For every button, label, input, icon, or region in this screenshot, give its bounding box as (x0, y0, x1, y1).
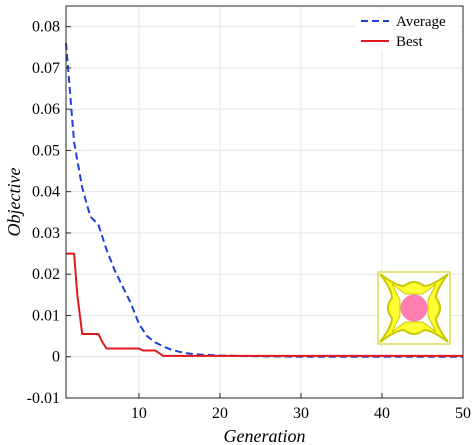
x-tick-label: 50 (455, 405, 471, 422)
x-tick-label: 40 (374, 405, 390, 422)
legend: Average Best (356, 10, 460, 50)
series-lines (65, 43, 463, 358)
series-line-best (66, 252, 463, 357)
y-tick-label: 0.03 (32, 225, 60, 242)
x-tick-label: 30 (293, 405, 309, 422)
structure-inset (377, 271, 451, 345)
x-tick-label: 20 (212, 405, 228, 422)
legend-box (356, 10, 460, 50)
y-tick-label: 0.01 (32, 307, 60, 324)
x-tick-label: 10 (131, 405, 147, 422)
y-tick-label: 0.02 (32, 266, 60, 283)
plot-frame (65, 5, 464, 399)
y-axis-label: Objective (4, 168, 24, 237)
y-tick-label: 0.07 (32, 60, 60, 77)
x-axis-label: Generation (224, 426, 306, 445)
y-tick-label: 0.08 (32, 19, 60, 36)
y-tick-label: 0 (52, 349, 60, 366)
tick-labels: -0.01 0 0.01 0.02 0.03 0.04 0.05 0.06 0.07 0.08 10… (27, 19, 471, 422)
y-tick-label: -0.01 (27, 390, 60, 407)
y-tick-label: 0.05 (32, 142, 60, 159)
legend-label-average: Average (396, 14, 446, 30)
legend-label-best: Best (396, 34, 424, 50)
y-tick-label: 0.06 (32, 101, 60, 118)
y-tick-label: 0.04 (32, 184, 60, 201)
